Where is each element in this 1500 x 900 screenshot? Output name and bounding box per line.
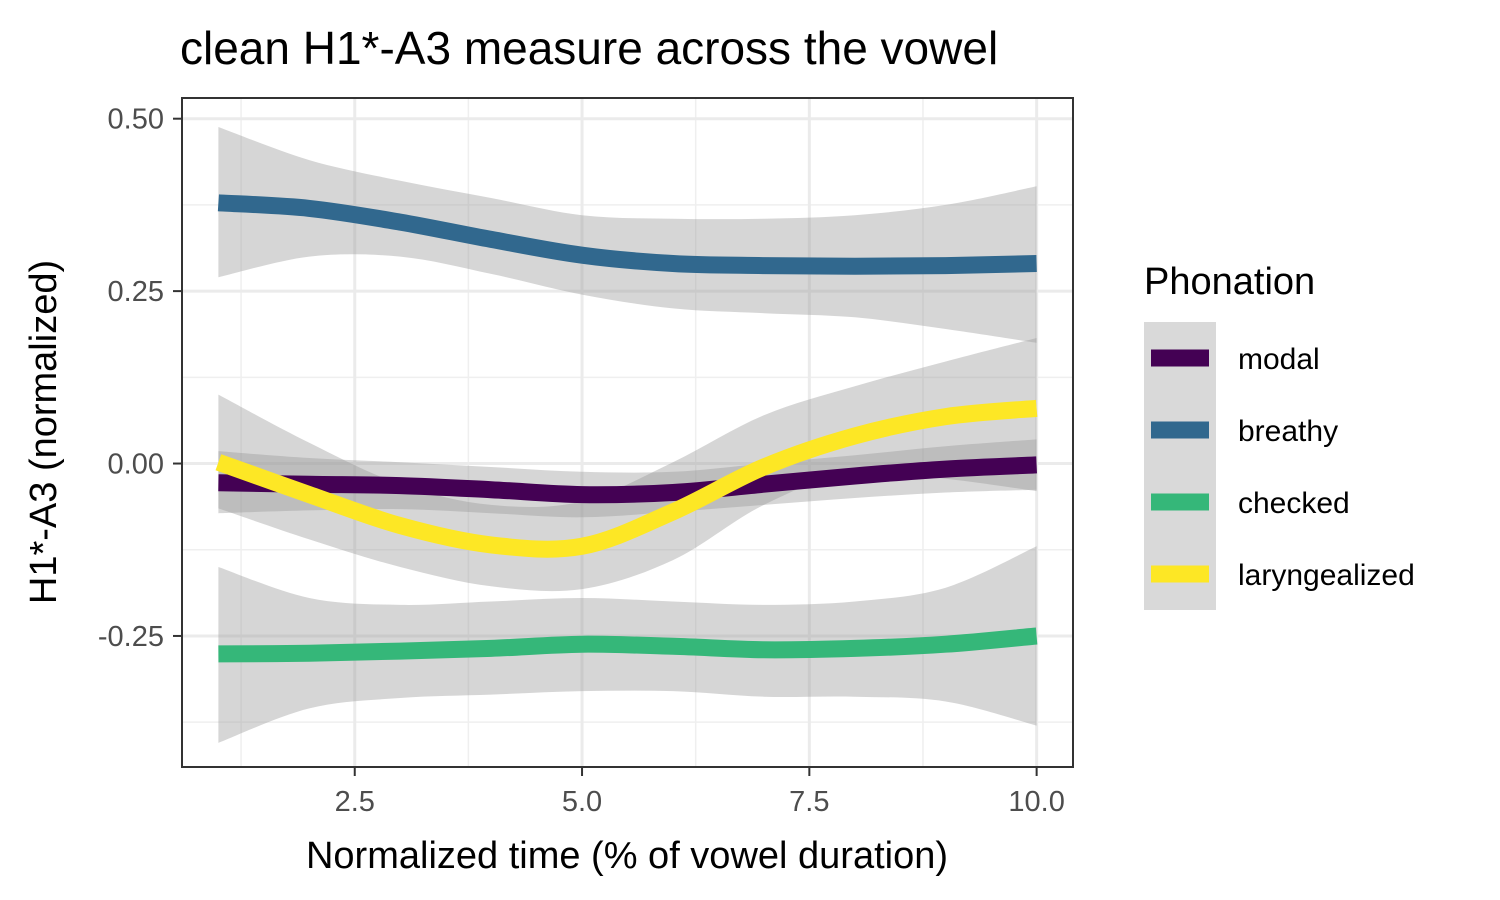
legend-title: Phonation (1144, 261, 1315, 303)
series-line-laryngealized (215, 399, 1038, 558)
legend-label-laryngealized: laryngealized (1238, 559, 1415, 592)
x-axis-label: Normalized time (% of vowel duration) (306, 835, 948, 877)
y-tick-label: 0.50 (108, 104, 164, 136)
series-line-breathy (217, 194, 1037, 275)
y-tick-label: 0.00 (108, 449, 164, 481)
ribbon-modal (218, 439, 1037, 518)
y-tick-label: -0.25 (98, 621, 164, 653)
y-axis-label: H1*-A3 (normalized) (23, 260, 65, 604)
x-axis: 2.5 5.0 7.5 10.0 (335, 767, 1065, 818)
legend: Phonation modal breathy checked laryngealiz… (1144, 261, 1415, 610)
x-tick-label: 5.0 (562, 786, 602, 818)
legend-key-background (1144, 322, 1216, 610)
x-tick-label: 10.0 (1008, 786, 1064, 818)
series-lines (215, 194, 1038, 663)
x-tick-label: 7.5 (789, 786, 829, 818)
chart-title: clean H1*-A3 measure across the vowel (180, 22, 998, 74)
series-line-checked (218, 627, 1038, 663)
plot-border-rect (181, 97, 1074, 768)
legend-label-checked: checked (1238, 487, 1350, 520)
y-tick-label: 0.25 (108, 276, 164, 308)
x-tick-label: 2.5 (335, 786, 375, 818)
series-line-modal (218, 456, 1037, 504)
legend-label-modal: modal (1238, 343, 1320, 376)
y-axis: 0.50 0.25 0.00 -0.25 (98, 104, 182, 653)
legend-label-breathy: breathy (1238, 415, 1338, 448)
plot-border (181, 97, 1074, 768)
ribbon-breathy (218, 127, 1037, 343)
